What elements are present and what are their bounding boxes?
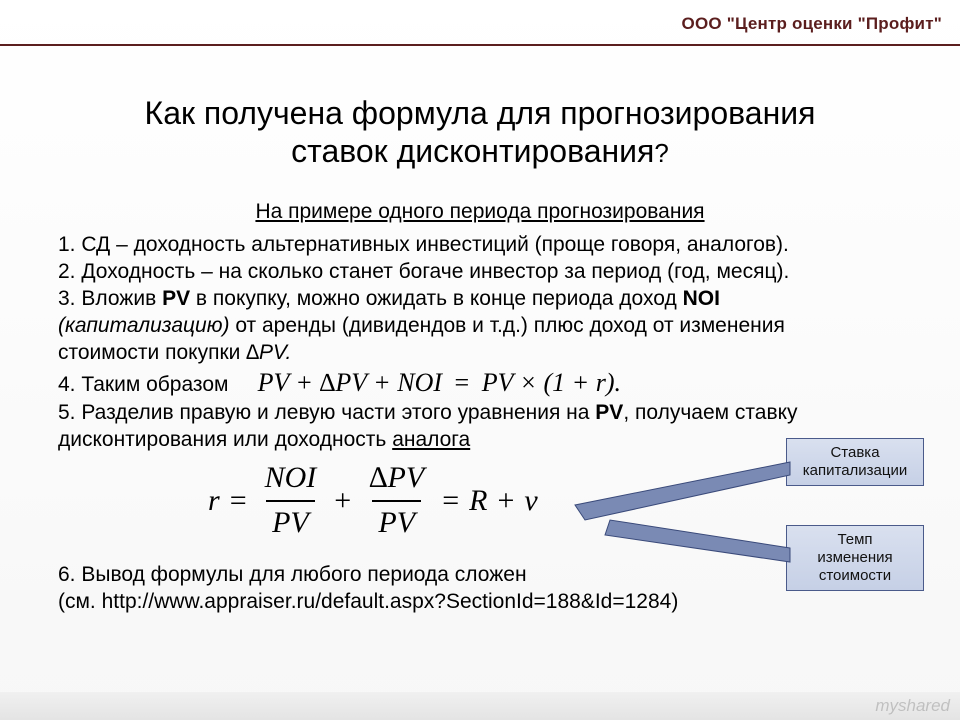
p7: (см. http://www.appraiser.ru/default.asp… [58,589,920,616]
fraction-dpv-pv: ∆PV PV [367,459,426,542]
p5-line1: 5. Разделив правую и левую части этого у… [58,400,920,427]
brand-label: ООО "Центр оценки "Профит" [682,14,942,34]
formula-1: PV + ∆PV + NOI = PV × (1 + r). [258,366,621,399]
callout-cap-rate: Ставка капитализации [786,438,924,486]
fraction-noi-pv: NOI PV [263,459,319,542]
title-qmark: ? [654,138,668,168]
p2: 2. Доходность – на сколько станет богаче… [58,259,920,286]
footer-band [0,692,960,720]
p3-line2: (капитализацию) от аренды (дивидендов и … [58,313,920,340]
p3-line3: стоимости покупки ∆PV. [58,340,920,367]
watermark: myshared [875,696,950,716]
page-title: Как получена формула для прогнозирования… [0,95,960,171]
header-rule [0,44,960,46]
p4: 4. Таким образом PV + ∆PV + NOI = PV × (… [58,366,920,399]
callout-growth-rate: Темп изменения стоимости [786,525,924,591]
brand-ooo: ООО [682,14,722,33]
title-line1: Как получена формула для прогнозирования [145,95,816,131]
p1: 1. СД – доходность альтернативных инвест… [58,232,920,259]
p3: 3. Вложив PV в покупку, можно ожидать в … [58,286,920,313]
formula-2: r = NOI PV + ∆PV PV = R + v [208,459,538,542]
title-line2: ставок дисконтирования [291,133,654,169]
brand-rest: "Центр оценки "Профит" [722,14,942,33]
subtitle: На примере одного периода прогнозировани… [0,200,960,224]
